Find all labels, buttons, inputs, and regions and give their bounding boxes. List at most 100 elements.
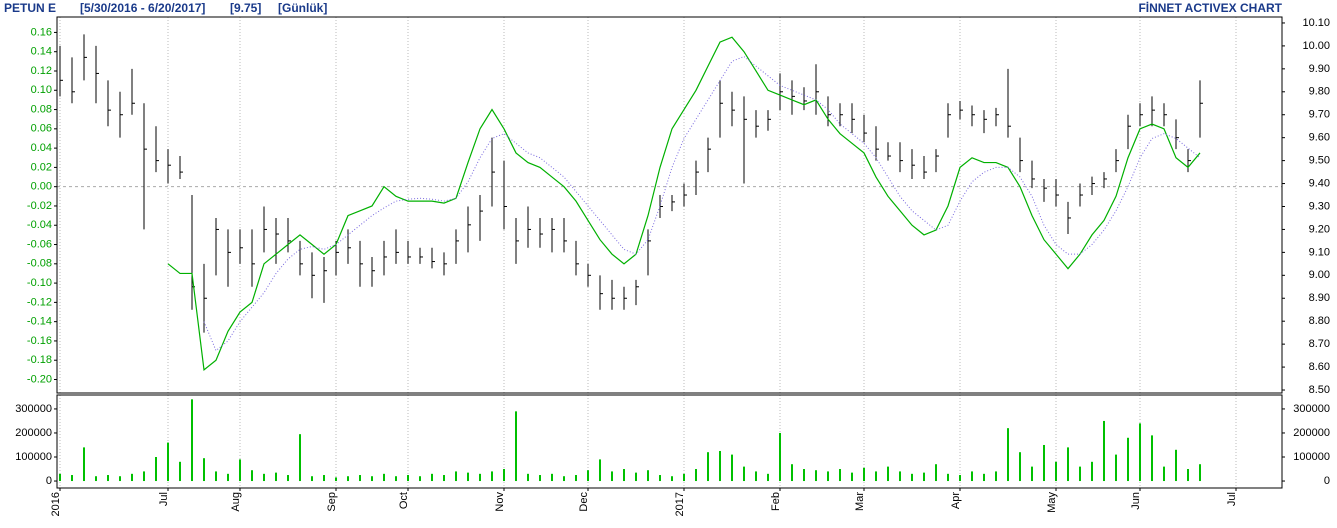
date-range: [5/30/2016 - 6/20/2017] bbox=[80, 1, 205, 15]
y2-tick-label: 8.90 bbox=[1309, 292, 1330, 304]
volume-bar bbox=[923, 472, 925, 482]
last-price: [9.75] bbox=[230, 1, 261, 15]
volume-bar bbox=[611, 471, 613, 482]
volume-bar bbox=[155, 457, 157, 482]
volume-bar bbox=[1079, 466, 1081, 482]
volume-bar bbox=[539, 475, 541, 482]
volume-bar bbox=[719, 450, 721, 482]
y-tick-label-right: 0 bbox=[1324, 475, 1330, 487]
volume-bar bbox=[647, 470, 649, 482]
volume-bar bbox=[251, 470, 253, 482]
volume-bar bbox=[1043, 444, 1045, 482]
x-tick-label: Jul bbox=[1226, 492, 1238, 506]
y-tick-label: -0.04 bbox=[27, 219, 52, 231]
volume-bar bbox=[95, 476, 97, 482]
volume-bar bbox=[947, 473, 949, 482]
volume-bar bbox=[359, 475, 361, 482]
volume-bar bbox=[1187, 469, 1189, 482]
volume-bar bbox=[467, 472, 469, 482]
volume-bar bbox=[707, 452, 709, 482]
y-tick-label: 0.02 bbox=[31, 161, 52, 173]
volume-bar bbox=[827, 471, 829, 482]
y2-tick-label: 8.60 bbox=[1309, 361, 1330, 373]
y-tick-label: 0.06 bbox=[31, 123, 52, 135]
y2-tick-label: 9.10 bbox=[1309, 246, 1330, 258]
volume-bar bbox=[875, 471, 877, 482]
y-tick-label: 0.04 bbox=[31, 142, 52, 154]
volume-bar bbox=[731, 454, 733, 482]
volume-bar bbox=[1115, 454, 1117, 482]
brand: FİNNET ACTIVEX CHART bbox=[1138, 0, 1282, 15]
volume-bar bbox=[83, 447, 85, 482]
volume-bar bbox=[191, 399, 193, 482]
volume-bar bbox=[335, 477, 337, 482]
volume-bar bbox=[671, 476, 673, 482]
volume-bar bbox=[767, 473, 769, 482]
volume-bar bbox=[491, 471, 493, 482]
volume-bar bbox=[1055, 461, 1057, 482]
x-tick-label: 2017 bbox=[674, 492, 686, 516]
volume-bar bbox=[479, 473, 481, 482]
volume-bar bbox=[287, 475, 289, 482]
volume-bar bbox=[1139, 423, 1141, 482]
volume-bar bbox=[119, 476, 121, 482]
volume-bar bbox=[575, 475, 577, 482]
volume-bar bbox=[659, 475, 661, 482]
panel-frame bbox=[56, 16, 1283, 394]
volume-bar bbox=[1031, 466, 1033, 482]
volume-bar bbox=[383, 473, 385, 482]
y-tick-label: 0.00 bbox=[31, 181, 52, 193]
y-tick-label: -0.14 bbox=[27, 316, 52, 328]
volume-bar bbox=[239, 459, 241, 482]
x-tick-label: Sep bbox=[326, 492, 338, 512]
volume-bar bbox=[755, 471, 757, 482]
y-tick-label: -0.20 bbox=[27, 373, 52, 385]
volume-bar bbox=[695, 469, 697, 482]
y-tick-label: -0.08 bbox=[27, 258, 52, 270]
volume-bar bbox=[407, 475, 409, 482]
volume-bar bbox=[851, 472, 853, 482]
y2-tick-label: 9.00 bbox=[1309, 269, 1330, 281]
volume-bar bbox=[203, 458, 205, 482]
volume-bar bbox=[791, 464, 793, 482]
volume-bar bbox=[443, 475, 445, 482]
volume-bar bbox=[815, 470, 817, 482]
volume-bar bbox=[911, 473, 913, 482]
volume-bar bbox=[983, 473, 985, 482]
x-tick-label: 2016 bbox=[50, 492, 62, 516]
volume-bar bbox=[803, 469, 805, 482]
x-tick-label: May bbox=[1046, 492, 1058, 513]
volume-bar bbox=[107, 475, 109, 482]
symbol: PETUN E bbox=[4, 1, 56, 15]
volume-bar bbox=[899, 471, 901, 482]
y-tick-label-right: 300000 bbox=[1293, 403, 1330, 415]
volume-bar bbox=[167, 442, 169, 482]
y-tick-label: -0.12 bbox=[27, 296, 52, 308]
volume-bar bbox=[431, 473, 433, 482]
y-tick-label: -0.06 bbox=[27, 238, 52, 250]
volume-bar bbox=[143, 471, 145, 482]
y2-tick-label: 9.90 bbox=[1309, 63, 1330, 75]
volume-bar bbox=[347, 476, 349, 482]
volume-bar bbox=[743, 466, 745, 482]
volume-bar bbox=[263, 473, 265, 482]
y2-tick-label: 9.80 bbox=[1309, 86, 1330, 98]
y-tick-label: 0.16 bbox=[31, 26, 52, 38]
y-tick-label: -0.18 bbox=[27, 354, 52, 366]
x-tick-label: Oct bbox=[398, 492, 410, 509]
volume-bar bbox=[971, 471, 973, 482]
y-tick-label: 300000 bbox=[15, 403, 52, 415]
y-tick-label: 0 bbox=[46, 475, 52, 487]
volume-bar bbox=[71, 475, 73, 482]
volume-bar bbox=[599, 459, 601, 482]
y2-tick-label: 9.30 bbox=[1309, 200, 1330, 212]
volume-bar bbox=[323, 475, 325, 482]
y2-tick-label: 9.50 bbox=[1309, 155, 1330, 167]
volume-bar bbox=[299, 434, 301, 482]
y2-tick-label: 8.70 bbox=[1309, 338, 1330, 350]
y-tick-label-right: 100000 bbox=[1293, 451, 1330, 463]
volume-bar bbox=[179, 461, 181, 482]
